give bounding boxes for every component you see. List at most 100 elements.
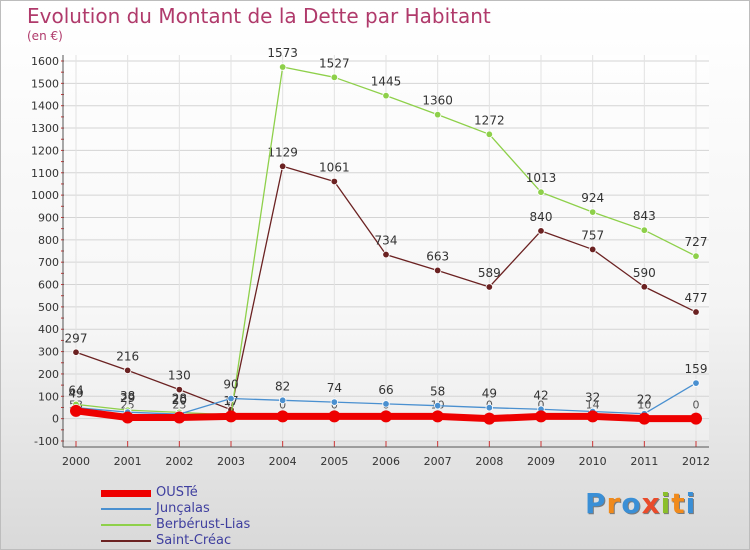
x-tick-label: 2012 — [682, 455, 710, 468]
y-tick-label: 1600 — [31, 55, 59, 68]
data-point — [485, 130, 494, 139]
data-point — [433, 266, 442, 275]
logo-letter: r — [606, 487, 622, 520]
logo-letter: i — [685, 487, 697, 520]
x-tick-label: 2008 — [475, 455, 503, 468]
data-point — [121, 411, 134, 424]
chart-subtitle: (en €) — [27, 29, 63, 43]
data-point — [330, 177, 339, 186]
extra-value-label: 25 — [121, 399, 135, 412]
data-point — [431, 410, 444, 423]
data-label: 64 — [68, 383, 83, 397]
data-label: 49 — [482, 387, 497, 401]
data-point — [433, 110, 442, 119]
legend-label: OUSTé — [156, 485, 198, 500]
data-point — [433, 401, 442, 410]
data-label: 1445 — [371, 75, 402, 89]
data-label: 757 — [581, 228, 604, 242]
legend-swatch — [101, 540, 151, 542]
legend-swatch — [101, 508, 151, 510]
data-point — [380, 410, 392, 423]
logo-letter: P — [585, 487, 607, 520]
data-label: 42 — [533, 388, 548, 402]
data-label: 90 — [223, 378, 238, 392]
data-label: 840 — [530, 210, 553, 224]
data-label: 663 — [426, 249, 449, 263]
data-label: 477 — [685, 291, 708, 305]
data-label: 1573 — [267, 46, 298, 60]
data-label: 20 — [172, 393, 187, 407]
legend-label: Saint-Créac — [156, 533, 232, 548]
x-tick-label: 2007 — [424, 455, 452, 468]
data-label: 1527 — [319, 56, 350, 70]
data-point — [278, 162, 287, 170]
data-label: 734 — [375, 234, 398, 248]
legend-item: Saint-Créac — [101, 533, 321, 549]
y-tick-label: 1000 — [31, 189, 59, 202]
data-label: 727 — [685, 235, 708, 249]
y-tick-label: 400 — [38, 323, 59, 336]
data-label: 589 — [478, 266, 501, 280]
x-tick-label: 2011 — [630, 455, 658, 468]
logo-letter: o — [621, 487, 642, 520]
logo-letter: i — [660, 487, 672, 520]
legend-swatch — [101, 489, 151, 497]
proxiti-logo: Proxiti — [585, 487, 696, 520]
data-point — [225, 410, 237, 423]
data-point — [173, 411, 186, 424]
data-label: 1129 — [267, 145, 298, 159]
data-point — [640, 283, 649, 291]
data-point — [70, 404, 82, 417]
y-tick-label: 200 — [38, 368, 59, 381]
y-tick-label: -100 — [34, 435, 59, 448]
extra-value-label: 0 — [228, 399, 235, 412]
x-tick-label: 2004 — [269, 455, 297, 468]
data-point — [640, 226, 649, 234]
data-point — [382, 91, 390, 100]
legend: OUSTé Junçalas Berbérust-Lias Saint-Créac — [101, 485, 321, 549]
y-tick-label: 1300 — [31, 122, 59, 135]
data-label: 924 — [581, 191, 604, 205]
extra-value-label: 14 — [586, 399, 600, 412]
data-label: 1272 — [474, 113, 505, 127]
y-tick-label: 900 — [38, 211, 59, 224]
y-tick-label: 1100 — [31, 167, 59, 180]
y-tick-label: 800 — [38, 234, 59, 247]
data-point — [278, 63, 287, 71]
y-tick-label: 500 — [38, 301, 59, 314]
data-point — [485, 403, 494, 412]
data-point — [123, 366, 132, 375]
x-tick-label: 2000 — [62, 455, 90, 468]
data-label: 58 — [430, 385, 445, 399]
data-point — [382, 400, 390, 408]
logo-letter: x — [641, 487, 661, 520]
legend-swatch — [101, 524, 151, 526]
data-point — [175, 385, 184, 394]
data-label: 29 — [120, 391, 135, 405]
y-tick-label: 1400 — [31, 100, 59, 113]
logo-letter: t — [671, 487, 686, 520]
data-point — [276, 410, 289, 423]
data-label: 66 — [378, 383, 393, 397]
y-tick-label: 700 — [38, 256, 59, 269]
data-label: 130 — [168, 369, 191, 383]
data-point — [485, 283, 494, 291]
extra-value-label: 0 — [279, 399, 286, 412]
data-point — [535, 410, 547, 423]
data-point — [328, 410, 341, 423]
data-label: 22 — [637, 393, 652, 407]
y-tick-label: 0 — [52, 413, 59, 426]
data-point — [588, 245, 597, 254]
y-tick-label: 100 — [38, 390, 59, 403]
extra-value-label: 0 — [538, 399, 545, 412]
data-point — [588, 208, 597, 216]
data-label: 297 — [65, 331, 88, 345]
data-label: 32 — [585, 390, 600, 404]
data-label: 1360 — [422, 94, 453, 108]
data-label: 216 — [116, 349, 139, 363]
x-tick-label: 2003 — [217, 455, 245, 468]
data-point — [692, 308, 700, 316]
legend-item: Berbérust-Lias — [101, 517, 321, 533]
x-tick-label: 2006 — [372, 455, 400, 468]
